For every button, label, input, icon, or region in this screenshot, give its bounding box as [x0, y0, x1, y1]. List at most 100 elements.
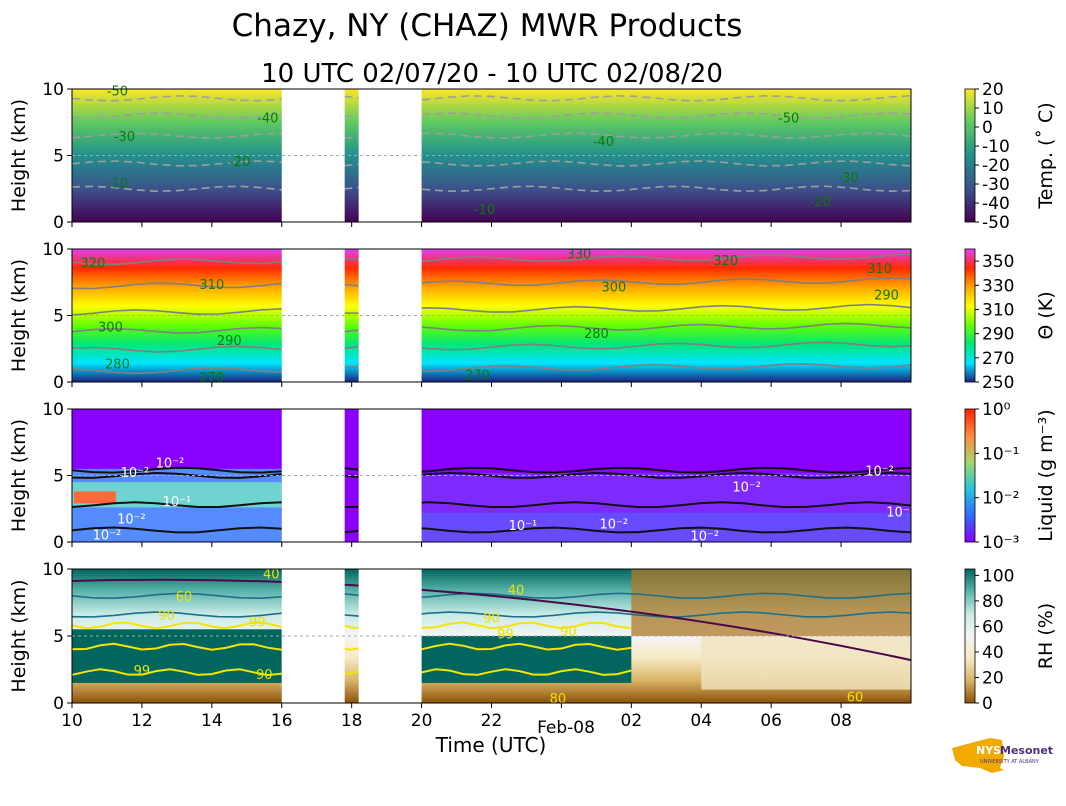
x-tick-label: 06 — [760, 711, 782, 731]
contour-line — [71, 526, 912, 534]
contour-line-99 — [71, 668, 632, 677]
contour-label: 320 — [713, 254, 738, 269]
contour-label: 10⁻² — [732, 480, 761, 495]
figure-subtitle: 10 UTC 02/07/20 - 10 UTC 02/08/20 — [261, 59, 723, 89]
x-tick-label: 16 — [271, 711, 293, 731]
rh-dry-region — [631, 569, 911, 636]
contour-line — [71, 362, 912, 375]
contour-label: 280 — [584, 327, 609, 342]
contour-label: 10⁻² — [156, 457, 185, 472]
y-tick-label: 0 — [53, 213, 64, 233]
contour-line — [71, 501, 912, 509]
contour-label: 10⁻² — [117, 512, 146, 527]
contour-label: 310 — [867, 262, 892, 277]
contour-label: 290 — [217, 334, 242, 349]
colorbar-tick-label: 10⁻² — [982, 489, 1019, 509]
contour-label: 40 — [508, 583, 525, 598]
logo-text-nys: NYS — [976, 744, 1001, 757]
contour-label: 60 — [176, 590, 193, 605]
y-tick-label: 10 — [42, 240, 64, 260]
contour-line-99 — [71, 621, 632, 630]
contour-line — [71, 277, 912, 290]
contour-line — [71, 185, 912, 193]
colorbar-tick-label: -40 — [982, 194, 1010, 214]
contour-label: 10⁻² — [600, 518, 629, 533]
panel-temperature: -50-40-30-20-10-40-50-30-20-100510Height… — [8, 80, 1057, 233]
contour-label: 300 — [98, 320, 123, 335]
contour-label: 10⁻¹ — [509, 519, 538, 534]
panel-potential_temperature: 320 310 300 290 280 270 330 320 310 300 290 280 270 0… — [8, 240, 1057, 393]
contour-label: -50 — [778, 111, 799, 126]
contour-label: -10 — [107, 176, 128, 191]
contour-line — [71, 611, 912, 618]
contour-label: -40 — [593, 135, 614, 150]
y-tick-label: 10 — [42, 80, 64, 100]
contour-label: 280 — [105, 358, 130, 373]
colorbar-tick-label: 0 — [982, 118, 993, 138]
colorbar-tick-label: 270 — [982, 349, 1014, 369]
contour-label: 300 — [601, 281, 626, 296]
y-tick-label: 10 — [42, 560, 64, 580]
contour-label: 99 — [249, 616, 266, 631]
contour-label: 10⁻² — [886, 506, 915, 521]
contour-label: 99 — [134, 664, 151, 679]
x-tick-label: 10 — [61, 711, 83, 731]
colorbar-tick-label: 0 — [982, 694, 993, 714]
contour-label: 290 — [874, 289, 899, 304]
colorbar-tick-label: 10⁻¹ — [982, 444, 1019, 464]
contour-line — [71, 466, 912, 474]
x-tick-label: 20 — [411, 711, 433, 731]
contour-line — [71, 94, 912, 102]
contour-label: 90 — [256, 668, 273, 683]
colorbar-fill — [964, 568, 976, 704]
colorbar-potential_temperature: 350 330 310 290 270 250 Θ (K) — [964, 248, 1057, 393]
contour-label: 99 — [497, 628, 514, 643]
colorbar-relative_humidity: 100 80 60 40 20 0 RH (%) — [964, 566, 1057, 714]
contour-label: 10⁻¹ — [163, 495, 192, 510]
y-tick-label: 5 — [53, 467, 64, 487]
rh-saturated-region-2 — [421, 636, 632, 683]
logo-text-mesonet: Mesonet — [1000, 744, 1053, 757]
contour-label: 90 — [483, 612, 500, 627]
colorbar-tick-label: 10⁻³ — [982, 533, 1019, 553]
contour-label: -20 — [229, 155, 250, 170]
colorbar-tick-label: 10 — [982, 99, 1004, 119]
date-marker: Feb-08 — [537, 718, 595, 738]
field-potential_temperature — [72, 249, 911, 382]
x-tick-label: 12 — [131, 711, 153, 731]
x-tick-label: 04 — [690, 711, 712, 731]
colorbar-tick-label: 10⁰ — [982, 400, 1011, 420]
contour-label: 10⁻² — [865, 465, 894, 480]
contour-label: 90 — [158, 609, 175, 624]
y-tick-label: 5 — [53, 307, 64, 327]
y-axis-label: Height (km) — [8, 99, 30, 212]
colorbar-label: RH (%) — [1035, 603, 1057, 669]
colorbar-tick-label: 20 — [982, 668, 1004, 688]
colorbar-tick-label: -50 — [982, 213, 1010, 233]
contour-label: 310 — [199, 278, 224, 293]
contour-label: 10⁻² — [690, 530, 719, 545]
x-tick-label: 02 — [621, 711, 643, 731]
contour-label: -20 — [809, 195, 830, 210]
contour-line — [71, 471, 912, 479]
contour-label: 10⁻² — [93, 528, 122, 543]
contour-label: 90 — [560, 625, 577, 640]
colorbar-label: Temp. (˚ C) — [1035, 102, 1057, 209]
contour-line — [71, 253, 912, 266]
colorbar-fill — [964, 248, 976, 383]
x-tick-label: 18 — [341, 711, 363, 731]
y-axis-label: Height (km) — [8, 579, 30, 692]
y-axis-label: Height (km) — [8, 259, 30, 372]
logo-subtext: UNIVERSITY AT ALBANY — [980, 759, 1040, 765]
colorbar-tick-label: 80 — [982, 592, 1004, 612]
colorbar-fill — [964, 408, 976, 543]
rh-saturated-region — [72, 629, 282, 683]
contour-label: -50 — [107, 85, 128, 100]
contour-label: -30 — [114, 130, 135, 145]
x-tick-label: 22 — [481, 711, 503, 731]
contour-line-99 — [71, 642, 632, 651]
contour-label: 60 — [847, 691, 864, 706]
colorbar-tick-label: 60 — [982, 617, 1004, 637]
